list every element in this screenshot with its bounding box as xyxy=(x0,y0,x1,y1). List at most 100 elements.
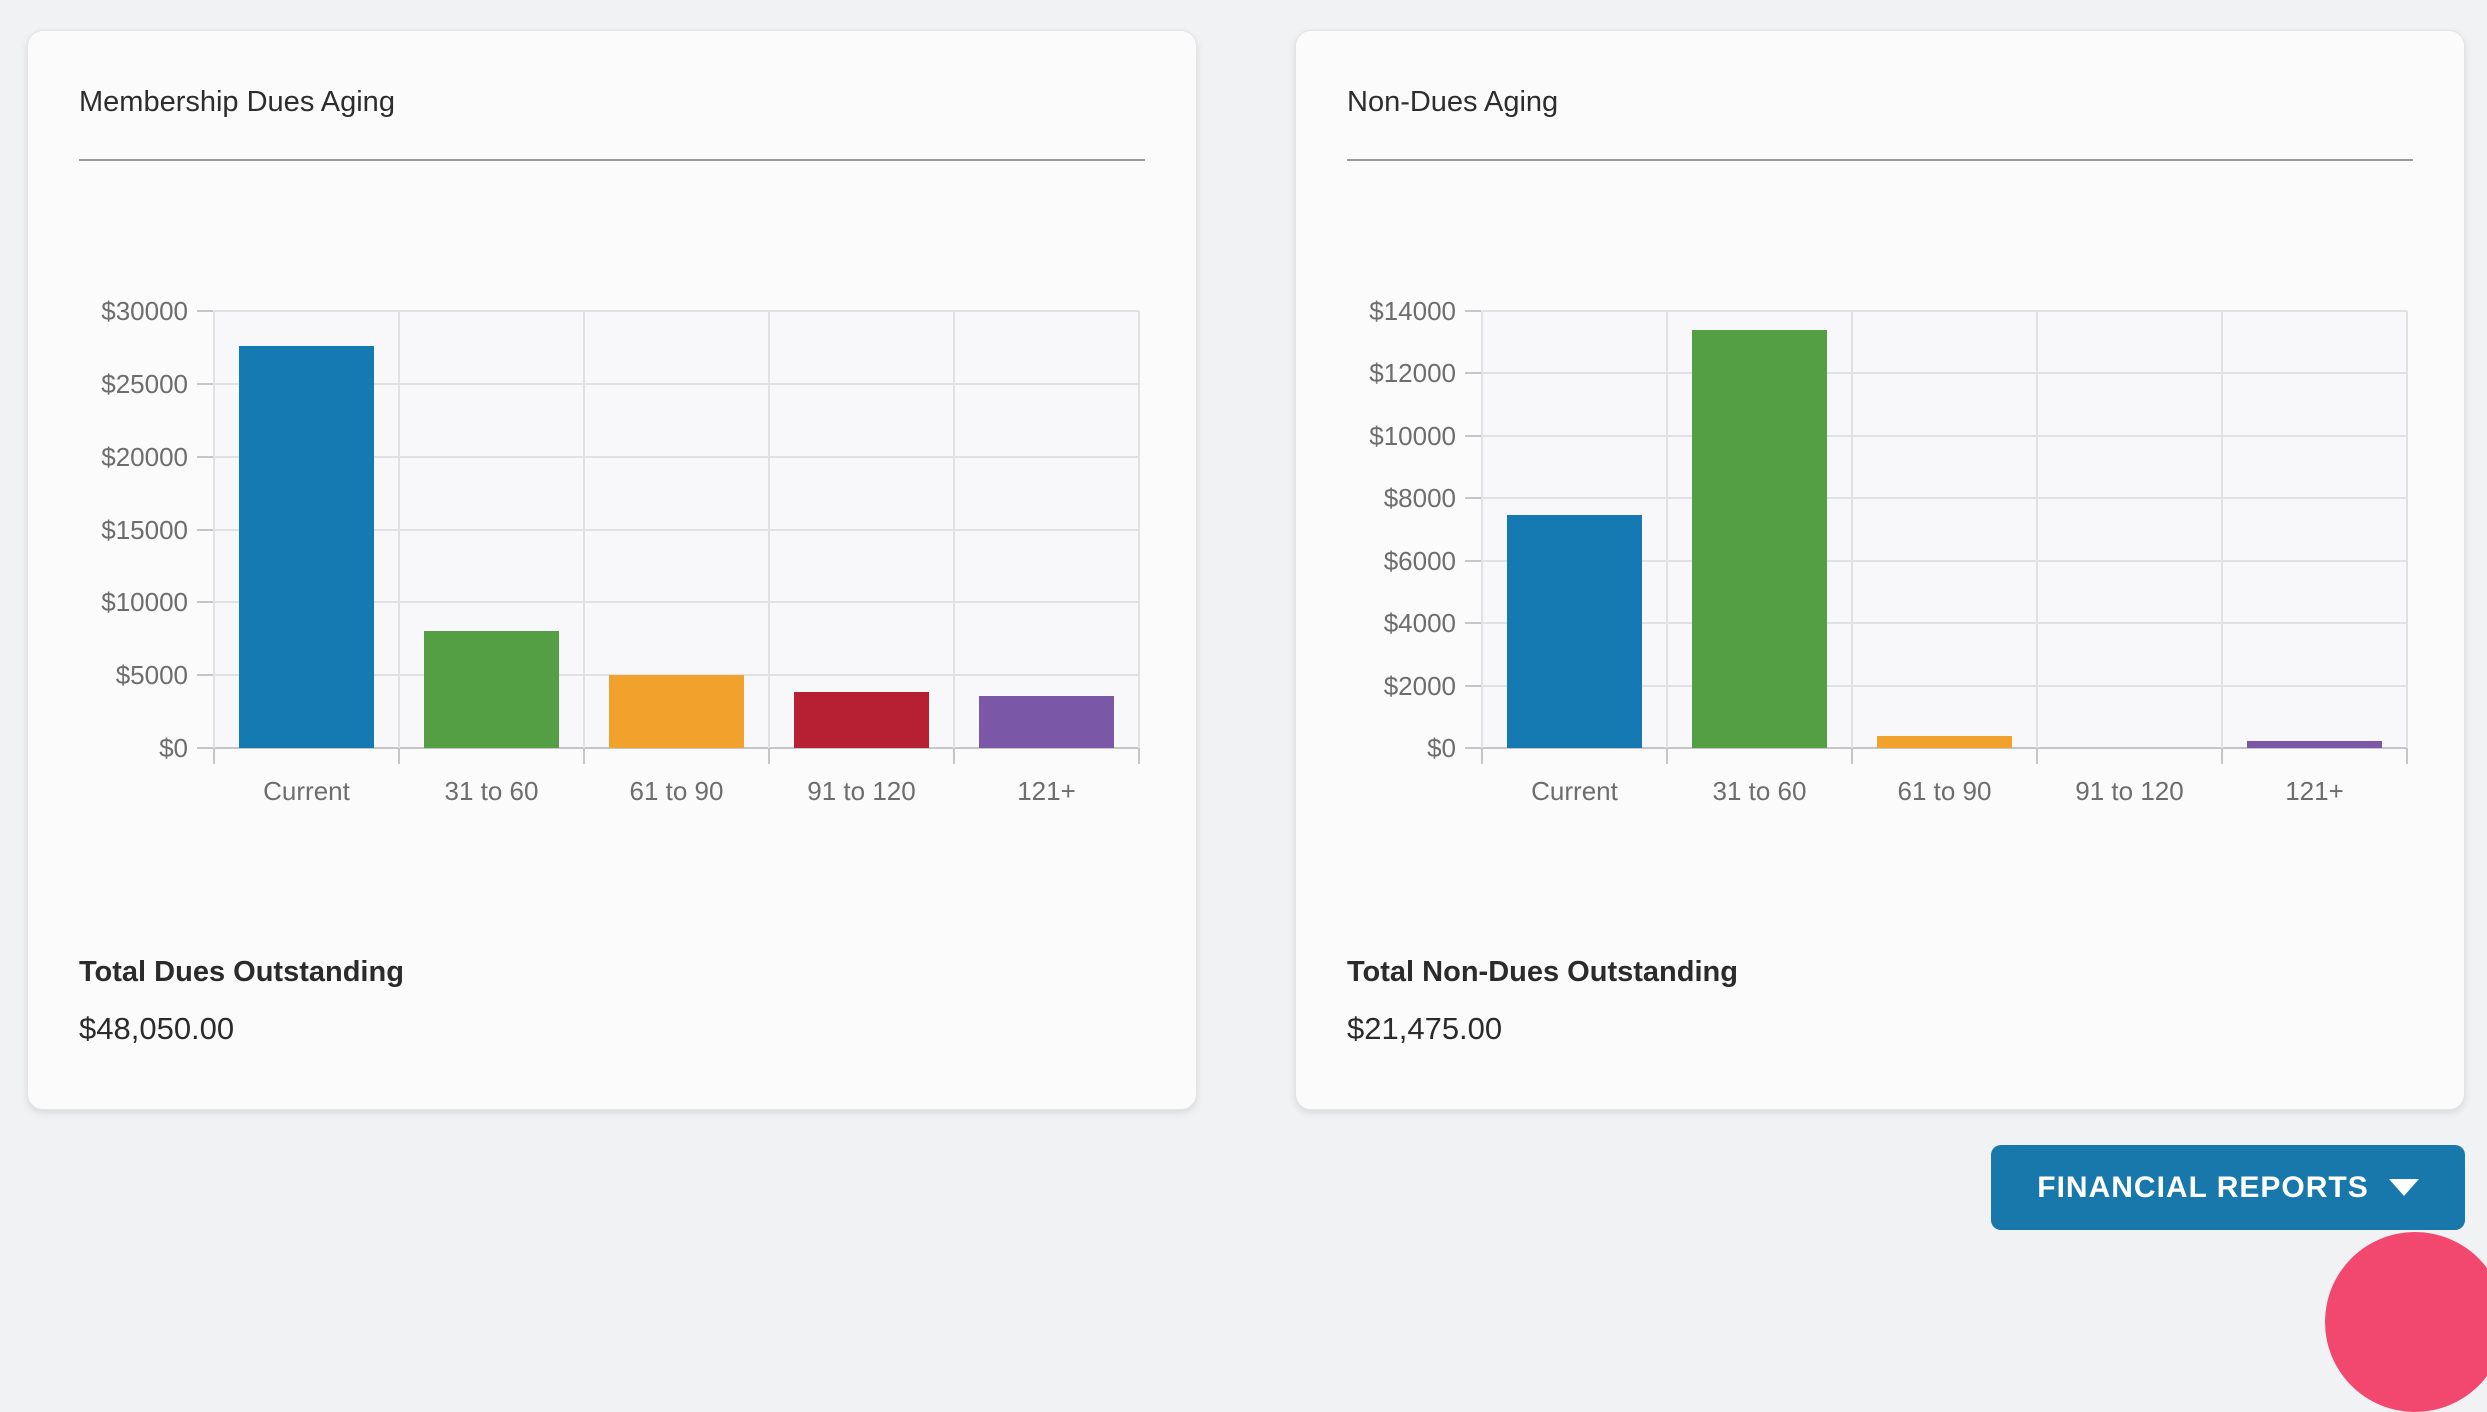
gridline-vertical xyxy=(1666,311,1668,748)
y-axis-tick xyxy=(1465,372,1481,375)
gridline-horizontal xyxy=(1482,622,2407,625)
bar-current[interactable] xyxy=(239,345,374,748)
gridline-vertical xyxy=(213,311,215,748)
y-axis-tick xyxy=(1465,310,1481,312)
gridline-vertical xyxy=(583,311,585,748)
pink-circle-button-peek[interactable] xyxy=(2325,1232,2487,1412)
y-axis-tick-label: $8000 xyxy=(1383,483,1456,514)
membership-dues-aging-chart: $0 $5000 $10000 $15000 $20000 $25000 $30000 Cur… xyxy=(28,31,1196,1109)
x-axis-category-label: 121+ xyxy=(2285,776,2344,806)
y-axis-tick-label: $10000 xyxy=(1369,420,1456,451)
title-divider xyxy=(79,159,1145,161)
y-axis-tick-label: $2000 xyxy=(1383,670,1456,701)
y-axis-tick-label: $10000 xyxy=(101,587,188,618)
gridline-horizontal xyxy=(1482,310,2407,312)
gridline-horizontal xyxy=(1482,559,2407,562)
y-axis-tick-label: $4000 xyxy=(1383,608,1456,639)
x-axis-tick xyxy=(1666,748,1668,764)
y-axis-tick-label: $12000 xyxy=(1369,358,1456,389)
card-title: Membership Dues Aging xyxy=(79,86,395,118)
total-non-dues-outstanding-label: Total Non-Dues Outstanding xyxy=(1347,956,1738,988)
membership-dues-aging-card: Membership Dues Aging $0 $5000 $10000 $1500… xyxy=(27,30,1197,1110)
title-divider xyxy=(1347,159,2413,161)
y-axis-tick xyxy=(1465,434,1481,437)
x-axis-category-label: 31 to 60 xyxy=(444,776,539,806)
x-axis-category-label: 31 to 60 xyxy=(1712,776,1807,806)
gridline-vertical xyxy=(398,311,400,748)
y-axis-tick-label: $30000 xyxy=(101,296,188,326)
y-axis-tick-label: $5000 xyxy=(115,660,188,691)
gridline-horizontal xyxy=(214,601,1139,604)
x-axis-tick xyxy=(2406,748,2408,764)
y-axis-tick xyxy=(197,382,213,385)
bar-61-to-90[interactable] xyxy=(609,675,744,748)
gridline-horizontal xyxy=(1482,684,2407,687)
gridline-horizontal xyxy=(1482,372,2407,375)
gridline-vertical xyxy=(2221,311,2223,748)
x-axis-category-label: Current xyxy=(1531,776,1618,806)
gridline-vertical xyxy=(768,311,770,748)
y-axis-tick xyxy=(197,528,213,531)
bar-31-to-60[interactable] xyxy=(424,631,559,748)
bar-91-to-120[interactable] xyxy=(794,691,929,748)
x-axis-tick xyxy=(398,748,400,764)
gridline-vertical xyxy=(1138,311,1140,748)
x-axis-category-label: 91 to 120 xyxy=(2075,776,2184,806)
y-axis-tick xyxy=(197,310,213,312)
non-dues-aging-chart: $0 $2000 $4000 $6000 $8000 $10000 $12000 $14000… xyxy=(1296,31,2464,1109)
x-axis-category-label: 61 to 90 xyxy=(629,776,724,806)
x-axis-tick xyxy=(953,748,955,764)
x-axis-tick xyxy=(1851,748,1853,764)
x-axis-tick xyxy=(1481,748,1483,764)
non-dues-aging-card: Non-Dues Aging $0 $2000 $4000 $6000 $8000 $10… xyxy=(1295,30,2465,1110)
x-axis-tick xyxy=(768,748,770,764)
gridline-horizontal xyxy=(1482,497,2407,500)
gridline-horizontal xyxy=(214,310,1139,312)
total-dues-outstanding-label: Total Dues Outstanding xyxy=(79,956,404,988)
gridline-vertical xyxy=(1481,311,1483,748)
x-axis-line xyxy=(1482,747,2407,749)
y-axis-tick-label: $0 xyxy=(1427,733,1456,763)
x-axis-tick xyxy=(583,748,585,764)
y-axis-tick-label: $0 xyxy=(159,733,188,763)
x-axis-line xyxy=(214,747,1139,749)
total-non-dues-outstanding-value: $21,475.00 xyxy=(1347,1011,1503,1046)
bar-31-to-60[interactable] xyxy=(1692,329,1827,748)
bar-121[interactable] xyxy=(979,695,1114,748)
y-axis-tick-label: $14000 xyxy=(1369,296,1456,326)
bar-current[interactable] xyxy=(1507,515,1642,748)
gridline-vertical xyxy=(2036,311,2038,748)
y-axis-tick xyxy=(1465,497,1481,500)
y-axis-tick-label: $25000 xyxy=(101,368,188,399)
x-axis-tick xyxy=(2036,748,2038,764)
financial-reports-button-label: FINANCIAL REPORTS xyxy=(2037,1170,2369,1204)
y-axis-tick xyxy=(1465,622,1481,625)
bar-121[interactable] xyxy=(2247,740,2382,748)
x-axis-category-label: 121+ xyxy=(1017,776,1076,806)
y-axis-tick xyxy=(197,747,213,749)
x-axis-tick xyxy=(2221,748,2223,764)
card-title: Non-Dues Aging xyxy=(1347,86,1559,118)
y-axis-tick-label: $20000 xyxy=(101,441,188,472)
gridline-horizontal xyxy=(214,382,1139,385)
x-axis-category-label: 91 to 120 xyxy=(807,776,916,806)
y-axis-tick xyxy=(197,674,213,677)
y-axis-tick xyxy=(1465,559,1481,562)
y-axis-tick-label: $15000 xyxy=(101,514,188,545)
gridline-vertical xyxy=(2406,311,2408,748)
y-axis-tick xyxy=(1465,684,1481,687)
chevron-down-icon xyxy=(2388,1179,2419,1196)
x-axis-category-label: 61 to 90 xyxy=(1897,776,1992,806)
gridline-vertical xyxy=(1851,311,1853,748)
financial-reports-button[interactable]: FINANCIAL REPORTS xyxy=(1991,1145,2465,1230)
gridline-horizontal xyxy=(1482,434,2407,437)
x-axis-tick xyxy=(1138,748,1140,764)
bar-61-to-90[interactable] xyxy=(1877,735,2012,748)
y-axis-tick-label: $6000 xyxy=(1383,545,1456,576)
x-axis-category-label: Current xyxy=(263,776,350,806)
x-axis-tick xyxy=(213,748,215,764)
gridline-vertical xyxy=(953,311,955,748)
y-axis-tick xyxy=(197,601,213,604)
gridline-horizontal xyxy=(214,455,1139,458)
y-axis-tick xyxy=(197,455,213,458)
